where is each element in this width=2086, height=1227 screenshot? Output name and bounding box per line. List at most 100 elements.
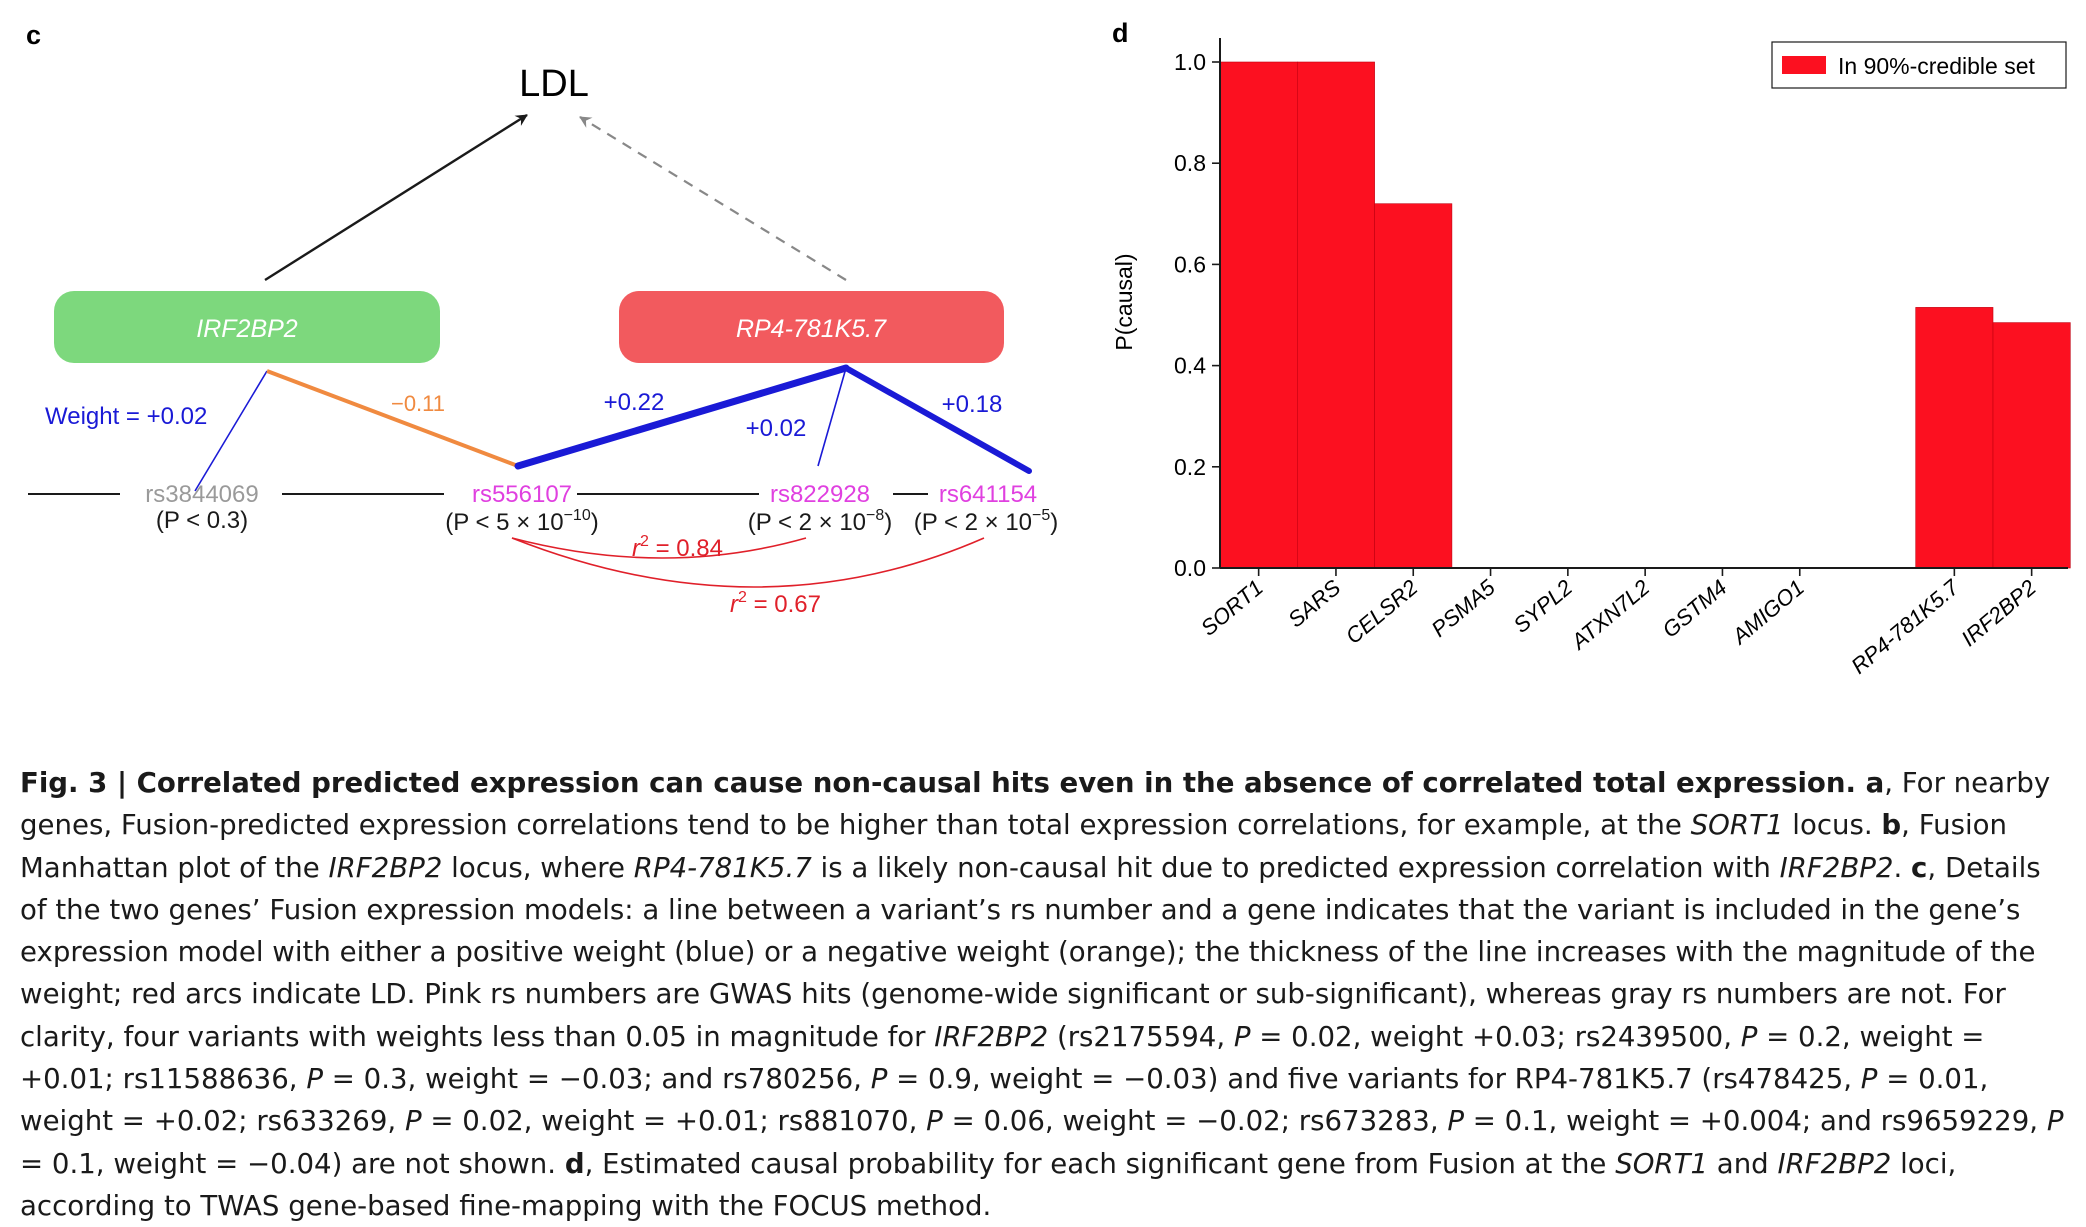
caption-gene: IRF2BP2	[1779, 850, 1894, 884]
snp-rs-label: rs641154	[939, 481, 1037, 508]
x-tick-label: AMIGO1	[1726, 575, 1809, 650]
caption-gene: IRF2BP2	[328, 850, 443, 884]
y-ticks: 0.0 0.2 0.4 0.6 0.8 1.0	[1174, 49, 1220, 581]
snp-rs-label: rs3844069	[145, 481, 258, 508]
weight-line-rs3844069-irf2bp2	[194, 370, 268, 492]
caption-paragraph: Fig. 3 | Correlated predicted expression…	[20, 762, 2070, 1227]
caption-p: P	[870, 1062, 888, 1096]
bar-sars	[1297, 61, 1375, 569]
weight-line-rs556107-rp4	[514, 364, 850, 470]
caption-text: locus.	[1783, 808, 1882, 842]
caption-text: = 0.01, weight = +0.02; rs633269,	[20, 1062, 1989, 1138]
y-axis-label: P(causal)	[1111, 253, 1137, 350]
y-tick-label: 0.0	[1174, 555, 1206, 581]
caption-gene: IRF2BP2	[1777, 1146, 1892, 1180]
gene-name: IRF2BP2	[196, 315, 298, 343]
legend-swatch	[1782, 56, 1826, 74]
panel-d: d P(causal) 0.0 0.2 0.4 0.6 0.8 1.0 SORT1 SARS…	[1111, 18, 2071, 679]
caption-text: = 0.02, weight +0.03; rs2439500,	[1250, 1019, 1741, 1053]
figure-caption: Fig. 3 | Correlated predicted expression…	[20, 762, 2070, 1227]
causal-arrow	[264, 113, 528, 282]
snp-rs3844069: rs3844069 (P < 0.3)	[145, 481, 258, 534]
x-tick-label: SARS	[1283, 574, 1345, 632]
caption-text: = 0.1, weight = −0.04) are not shown.	[20, 1146, 565, 1180]
caption-text: , Details of the two genes’ Fusion expre…	[20, 850, 2041, 1053]
gene-box-irf2bp2: IRF2BP2	[54, 291, 440, 363]
bar-rp4-781k5-7	[1915, 307, 1994, 569]
caption-panel-c: c	[1911, 850, 1928, 884]
caption-p: P	[404, 1104, 422, 1138]
weight-line-rs822928-rp4	[817, 367, 847, 467]
caption-p: P	[2046, 1104, 2064, 1138]
ld-arc-084	[511, 537, 807, 559]
caption-p: P	[1447, 1104, 1465, 1138]
caption-p: P	[1740, 1019, 1758, 1053]
snp-p-value: (P < 2 × 10−8)	[748, 507, 893, 536]
caption-title: Correlated predicted expression can caus…	[136, 766, 1857, 799]
caption-gene: SORT1	[1690, 808, 1784, 842]
ld-label-067: r2 = 0.67	[730, 589, 821, 618]
bar-celsr2	[1374, 203, 1453, 569]
x-tick-label: GSTM4	[1658, 575, 1732, 643]
caption-text: and	[1708, 1146, 1778, 1180]
caption-text: is a likely non-causal hit due to predic…	[811, 850, 1780, 884]
bar-group	[1219, 61, 2071, 569]
gene-box-bg	[619, 291, 1004, 363]
bar-irf2bp2	[1992, 322, 2071, 569]
caption-p: P	[926, 1104, 943, 1138]
gene-box-bg	[54, 291, 440, 363]
snp-p-value: (P < 5 × 10−10)	[445, 507, 598, 536]
caption-gene: RP4-781K5.7	[633, 850, 812, 884]
caption-text: = 0.06, weight = −0.02; rs673283,	[942, 1104, 1448, 1138]
legend: In 90%-credible set	[1771, 41, 2067, 89]
ldl-label: LDL	[519, 63, 589, 105]
x-tick-label: PSMA5	[1427, 574, 1501, 642]
caption-text: (rs2175594,	[1048, 1019, 1234, 1053]
panel-c: c LDL IRF2BP2 RP4-781K5.7 Weight = +0.02…	[26, 20, 1058, 618]
snp-rs-label: rs822928	[770, 481, 870, 508]
caption-fig-label: Fig. 3 |	[20, 766, 137, 799]
x-tick-label: CELSR2	[1341, 575, 1423, 649]
bar-sort1	[1219, 61, 1298, 569]
y-tick-label: 0.4	[1174, 353, 1206, 379]
weight-label-rs3844069: Weight = +0.02	[45, 403, 207, 430]
figure-3: c LDL IRF2BP2 RP4-781K5.7 Weight = +0.02…	[26, 18, 2071, 679]
caption-text: = 0.1, weight = +0.004; and rs9659229,	[1464, 1104, 2047, 1138]
gene-box-rp4-781k5-7: RP4-781K5.7	[619, 291, 1004, 363]
x-tick-label: IRF2BP2	[1956, 575, 2040, 652]
y-tick-label: 0.2	[1174, 454, 1206, 480]
y-tick-label: 1.0	[1174, 49, 1206, 75]
y-tick-label: 0.6	[1174, 251, 1206, 277]
caption-gene: IRF2BP2	[934, 1019, 1049, 1053]
weight-line-rs556107-irf2bp2	[266, 369, 519, 468]
noncausal-dashed-arrow	[579, 116, 847, 281]
snp-p-value: (P < 0.3)	[156, 507, 248, 534]
snp-rs556107: rs556107 (P < 5 × 10−10)	[445, 481, 598, 536]
x-tick-label: SYPL2	[1509, 575, 1578, 638]
caption-panel-a: a	[1856, 766, 1885, 799]
ld-arc-067	[511, 537, 985, 588]
gene-name: RP4-781K5.7	[736, 315, 887, 343]
caption-text: .	[1893, 850, 1912, 884]
y-tick-label: 0.8	[1174, 150, 1206, 176]
caption-text: locus, where	[442, 850, 634, 884]
x-tick-label: RP4-781K5.7	[1846, 574, 1964, 679]
panel-d-letter: d	[1112, 18, 1129, 48]
caption-text: , Estimated causal probability for each …	[584, 1146, 1616, 1180]
weight-line-rs641154-rp4	[843, 365, 1032, 474]
weight-label-rs556107-rp4: +0.22	[604, 389, 665, 416]
x-tick-label: ATXN7L2	[1565, 575, 1654, 656]
caption-text: loci, according to TWAS gene-based fine-…	[20, 1146, 1957, 1222]
weight-label-rs641154-rp4: +0.18	[942, 391, 1003, 418]
caption-text: , Fusion Manhattan plot of the	[20, 808, 2007, 884]
x-tick-label: SORT1	[1196, 575, 1268, 641]
panel-c-letter: c	[26, 20, 41, 50]
caption-text: = 0.9, weight = −0.03) and five variants…	[887, 1062, 1861, 1096]
caption-text: = 0.3, weight = −0.03; and rs780256,	[322, 1062, 871, 1096]
caption-p: P	[306, 1062, 323, 1096]
caption-text: = 0.02, weight = +0.01; rs881070,	[421, 1104, 927, 1138]
caption-panel-b: b	[1881, 808, 1902, 842]
caption-gene: SORT1	[1615, 1146, 1709, 1180]
snp-p-value: (P < 2 × 10−5)	[914, 507, 1059, 536]
